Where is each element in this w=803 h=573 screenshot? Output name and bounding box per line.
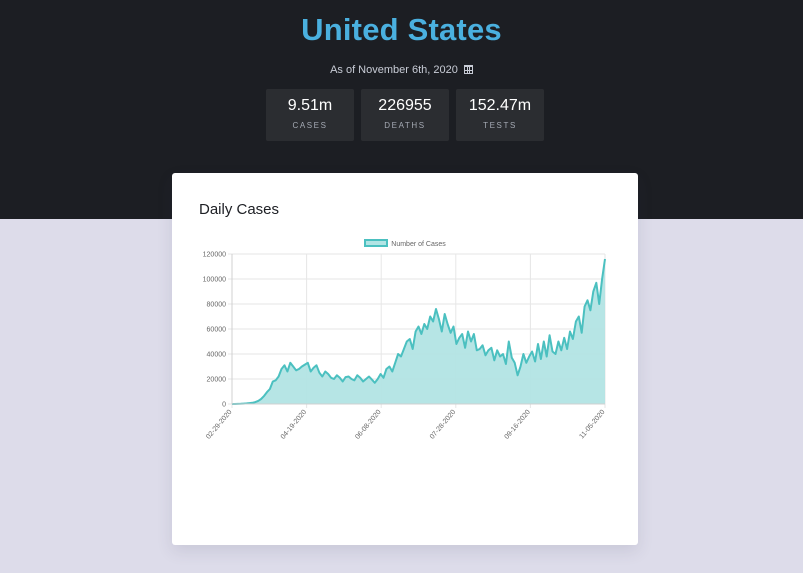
as-of-date: As of November 6th, 2020 (0, 64, 803, 76)
calendar-icon[interactable] (463, 65, 473, 74)
x-tick-label: 04-19-2020 (280, 409, 308, 441)
legend-label: Number of Cases (391, 241, 446, 248)
as-of-text: As of November 6th, 2020 (330, 64, 458, 76)
stats-row: 9.51m CASES 226955 DEATHS 152.47m TESTS (266, 89, 544, 141)
stat-value: 9.51m (287, 97, 333, 114)
y-tick-label: 100000 (203, 277, 226, 284)
daily-cases-chart[interactable]: 0 20000 40000 60000 80000 100000 120000 02-29-2… (172, 173, 638, 473)
legend-swatch-icon (364, 239, 389, 247)
y-tick-label: 20000 (207, 377, 227, 384)
y-tick-label: 120000 (203, 252, 226, 259)
stat-value: 226955 (378, 97, 432, 114)
card-title: Daily Cases (199, 201, 280, 218)
stat-deaths: 226955 DEATHS (361, 89, 449, 141)
x-tick-label: 02-29-2020 (205, 409, 233, 441)
stat-value: 152.47m (468, 97, 532, 114)
daily-cases-card: Daily Cases Number of Cases 0 20000 40000 6… (172, 173, 638, 545)
x-tick-label: 06-08-2020 (354, 409, 382, 441)
x-tick-label: 11-05-2020 (578, 409, 606, 441)
y-tick-label: 0 (222, 402, 226, 409)
stat-label: CASES (292, 121, 328, 130)
series-line (232, 258, 606, 405)
stat-label: TESTS (483, 121, 517, 130)
stat-cases: 9.51m CASES (266, 89, 354, 141)
x-tick-label: 07-28-2020 (429, 409, 457, 441)
y-tick-label: 40000 (207, 352, 227, 359)
stat-label: DEATHS (384, 121, 426, 130)
x-tick-label: 09-16-2020 (504, 409, 532, 441)
page-title: United States (301, 12, 502, 47)
area-fill (232, 259, 605, 404)
y-tick-label: 60000 (207, 327, 227, 334)
y-tick-label: 80000 (207, 302, 227, 309)
stat-tests: 152.47m TESTS (456, 89, 544, 141)
chart-legend[interactable]: Number of Cases (172, 239, 638, 248)
